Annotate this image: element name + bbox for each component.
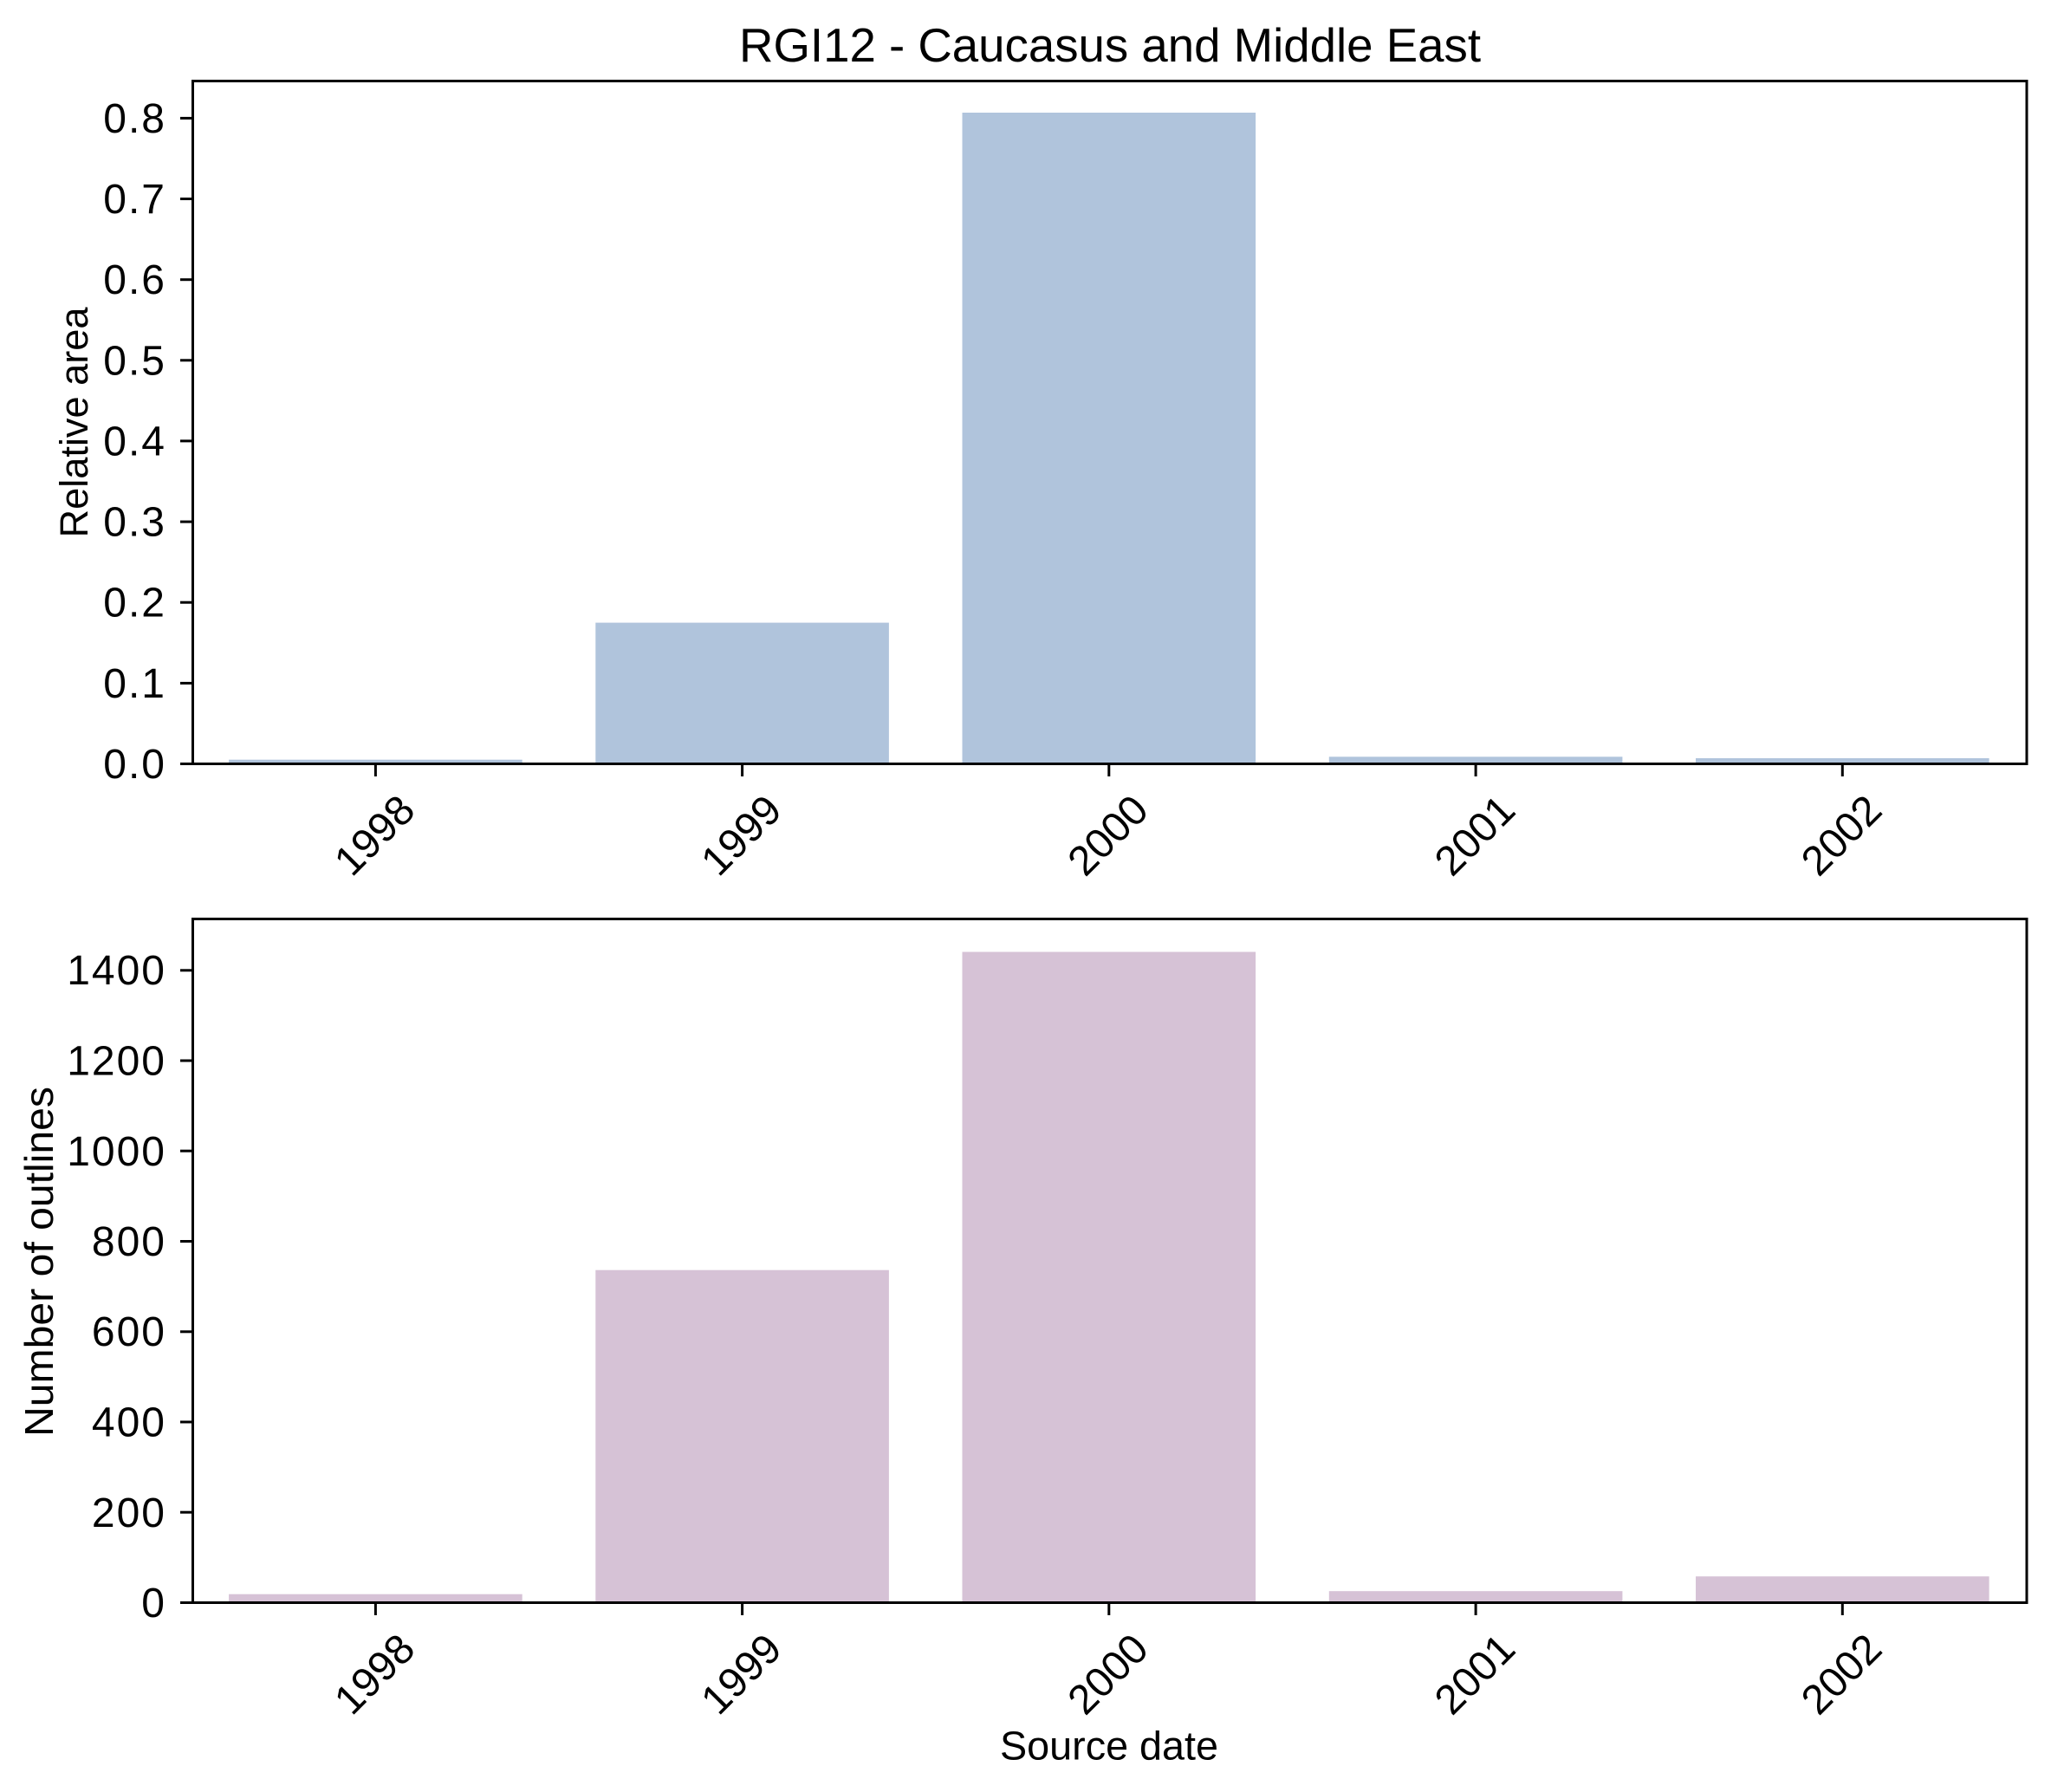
svg-text:0.0: 0.0 xyxy=(103,742,166,788)
svg-text:0.3: 0.3 xyxy=(103,500,166,546)
svg-text:0.1: 0.1 xyxy=(103,661,166,707)
svg-text:0.5: 0.5 xyxy=(103,338,166,384)
svg-text:800: 800 xyxy=(92,1219,166,1265)
svg-text:0.8: 0.8 xyxy=(103,96,166,142)
svg-text:RGI12 - Caucasus and Middle Ea: RGI12 - Caucasus and Middle East xyxy=(739,18,1481,72)
svg-text:0: 0 xyxy=(141,1581,166,1626)
svg-text:200: 200 xyxy=(92,1490,166,1536)
svg-text:Source date: Source date xyxy=(1000,1724,1218,1769)
svg-text:0.4: 0.4 xyxy=(103,419,166,464)
svg-text:Relative area: Relative area xyxy=(52,307,96,538)
svg-text:600: 600 xyxy=(92,1309,166,1355)
svg-text:400: 400 xyxy=(92,1400,166,1446)
svg-text:1400: 1400 xyxy=(67,948,166,994)
svg-text:0.7: 0.7 xyxy=(103,177,166,223)
svg-text:Number of outlines: Number of outlines xyxy=(16,1087,62,1437)
svg-text:1000: 1000 xyxy=(67,1129,166,1175)
svg-text:1200: 1200 xyxy=(67,1039,166,1085)
svg-text:0.6: 0.6 xyxy=(103,257,166,303)
svg-text:0.2: 0.2 xyxy=(103,581,166,627)
